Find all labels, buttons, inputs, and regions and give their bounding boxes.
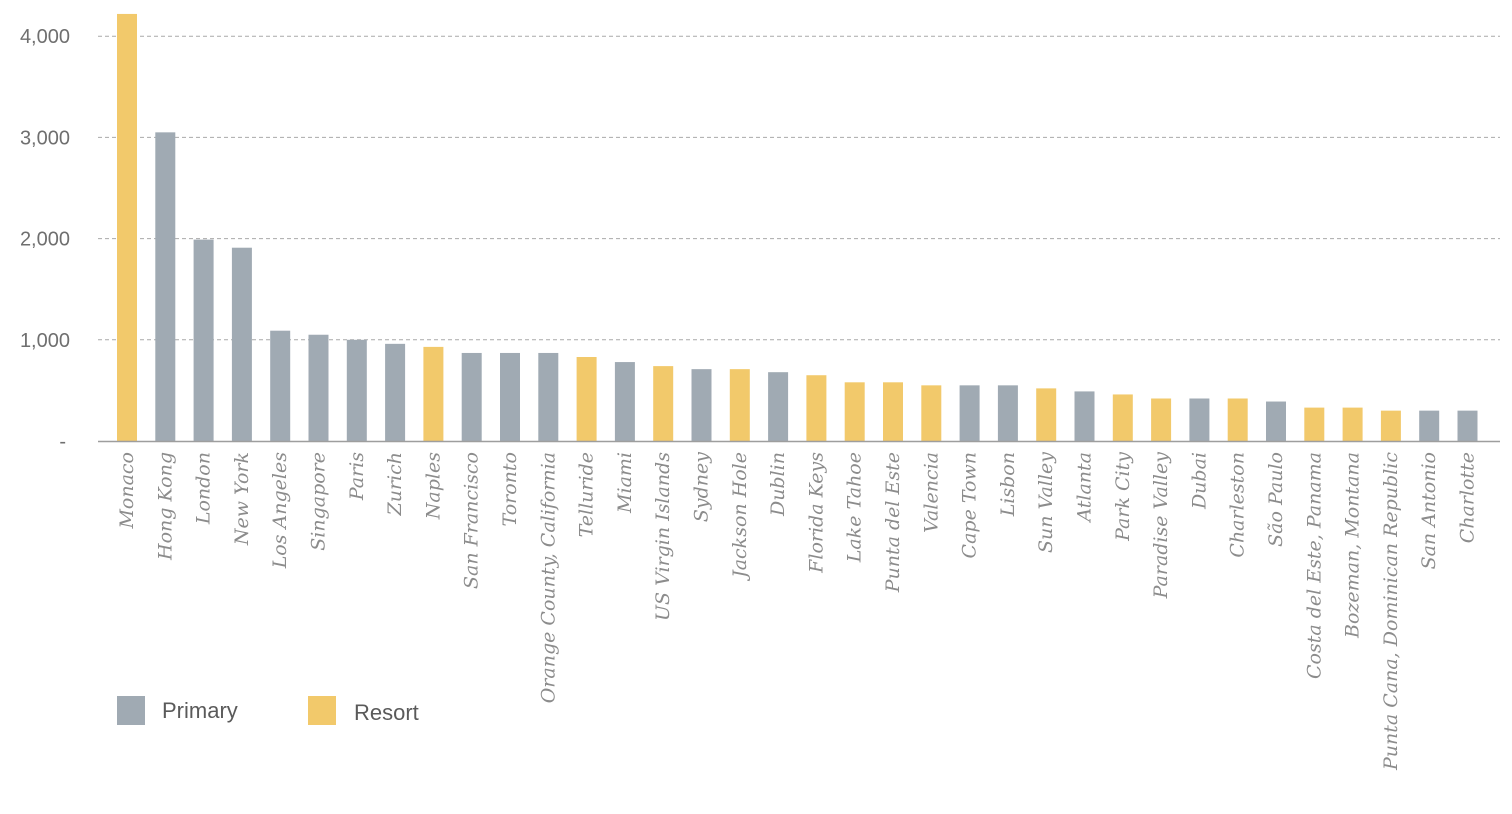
x-tick-label-charlotte: Charlotte (1457, 452, 1479, 543)
bar-new-york (231, 247, 252, 441)
bar-us-virgin-islands (653, 366, 674, 441)
x-tick-label-zurich: Zurich (384, 452, 406, 516)
x-tick-label-new-york: New York (231, 452, 253, 546)
bar-lake-tahoe (844, 382, 865, 441)
bar-dublin (768, 372, 789, 441)
x-tick-label-paradise-valley: Paradise Valley (1150, 452, 1172, 600)
bar-telluride (576, 357, 597, 441)
bar-sydney (691, 369, 712, 441)
bar-sao-paulo (1266, 401, 1286, 441)
x-tick-label-telluride: Telluride (576, 452, 598, 537)
bar-punta-cana-dominican-republic (1380, 410, 1401, 441)
x-tick-label-singapore: Singapore (308, 452, 330, 551)
bar-paradise-valley (1151, 398, 1172, 441)
legend-label-resort: Resort (354, 700, 419, 725)
legend-swatch-resort (308, 696, 336, 725)
x-tick-label-lisbon: Lisbon (997, 452, 1019, 517)
x-tick-label-monaco: Monaco (116, 452, 138, 530)
bar-orange-county-california (538, 352, 559, 441)
x-tick-label-san-francisco: San Francisco (461, 452, 483, 589)
x-tick-label-dubai: Dubai (1188, 452, 1210, 510)
bar-los-angeles (270, 330, 291, 441)
x-tick-label-miami: Miami (614, 452, 636, 514)
x-tick-label-sao-paulo: São Paulo (1265, 452, 1287, 547)
bar-park-city (1112, 394, 1133, 441)
legend-swatch-primary (117, 696, 145, 725)
x-tick-label-hong-kong: Hong Kong (154, 452, 176, 561)
x-tick-label-charleston: Charleston (1227, 452, 1249, 558)
bar-san-francisco (461, 352, 482, 441)
y-tick-label-2000: 2,000 (20, 229, 70, 251)
y-axis-ticks: - 1,000 2,000 3,000 4,000 (20, 26, 70, 453)
bar-san-antonio (1419, 410, 1440, 441)
x-tick-label-jackson-hole: Jackson Hole (729, 452, 751, 582)
bar-monaco (117, 13, 137, 441)
bar-atlanta (1074, 391, 1095, 441)
x-tick-label-park-city: Park City (1112, 452, 1134, 542)
bar-costa-del-este-panama (1304, 407, 1325, 441)
bar-paris (346, 339, 367, 441)
bar-charleston (1227, 398, 1248, 441)
legend: Primary Resort (117, 696, 419, 725)
bar-naples (423, 346, 444, 441)
bar-toronto (500, 352, 520, 441)
bar-charlotte (1457, 410, 1478, 441)
x-tick-label-dublin: Dublin (767, 452, 789, 517)
x-tick-label-sydney: Sydney (691, 452, 713, 522)
bars (117, 13, 1478, 441)
bar-sun-valley (1036, 388, 1057, 441)
bar-punta-del-este (883, 382, 903, 441)
y-tick-label-1000: 1,000 (20, 330, 70, 352)
bar-valencia (921, 385, 942, 441)
x-tick-label-sun-valley: Sun Valley (1035, 452, 1057, 553)
bar-jackson-hole (729, 369, 750, 441)
x-tick-label-costa-del-este-panama: Costa del Este, Panama (1303, 452, 1325, 679)
bar-miami (614, 362, 635, 441)
grid-lines (98, 35, 1500, 341)
x-tick-label-paris: Paris (346, 452, 368, 501)
x-tick-label-cape-town: Cape Town (959, 452, 981, 558)
x-tick-label-san-antonio: San Antonio (1418, 452, 1440, 569)
bar-cape-town (959, 385, 980, 441)
bar-hong-kong (155, 132, 176, 441)
x-tick-label-naples: Naples (422, 452, 444, 520)
y-tick-label-0: - (59, 431, 66, 453)
y-tick-label-4000: 4,000 (20, 26, 70, 48)
x-tick-label-florida-keys: Florida Keys (805, 452, 827, 574)
x-tick-label-punta-cana-dominican-republic: Punta Cana, Dominican Republic (1380, 452, 1402, 771)
x-tick-label-valencia: Valencia (920, 452, 942, 533)
bar-florida-keys (806, 375, 827, 441)
x-tick-label-los-angeles: Los Angeles (269, 452, 291, 570)
x-tick-label-orange-county-california: Orange County, California (537, 452, 559, 703)
y-tick-label-3000: 3,000 (20, 127, 70, 149)
legend-label-primary: Primary (162, 698, 238, 723)
x-tick-label-toronto: Toronto (499, 452, 521, 526)
x-tick-label-london: London (193, 452, 215, 525)
bar-zurich (385, 343, 406, 441)
x-tick-label-atlanta: Atlanta (1074, 452, 1096, 524)
x-tick-label-us-virgin-islands: US Virgin Islands (652, 452, 674, 621)
bar-london (193, 239, 214, 441)
bar-lisbon (997, 385, 1018, 441)
bar-dubai (1189, 398, 1210, 441)
x-tick-label-punta-del-este: Punta del Este (882, 452, 904, 593)
x-axis-ticks: Monaco Hong Kong London New York Los Angeles… (116, 452, 1479, 771)
x-tick-label-lake-tahoe: Lake Tahoe (844, 452, 866, 563)
bar-bozeman-montana (1342, 407, 1363, 441)
x-tick-label-bozeman-montana: Bozeman, Montana (1342, 452, 1364, 639)
bar-singapore (308, 334, 329, 441)
